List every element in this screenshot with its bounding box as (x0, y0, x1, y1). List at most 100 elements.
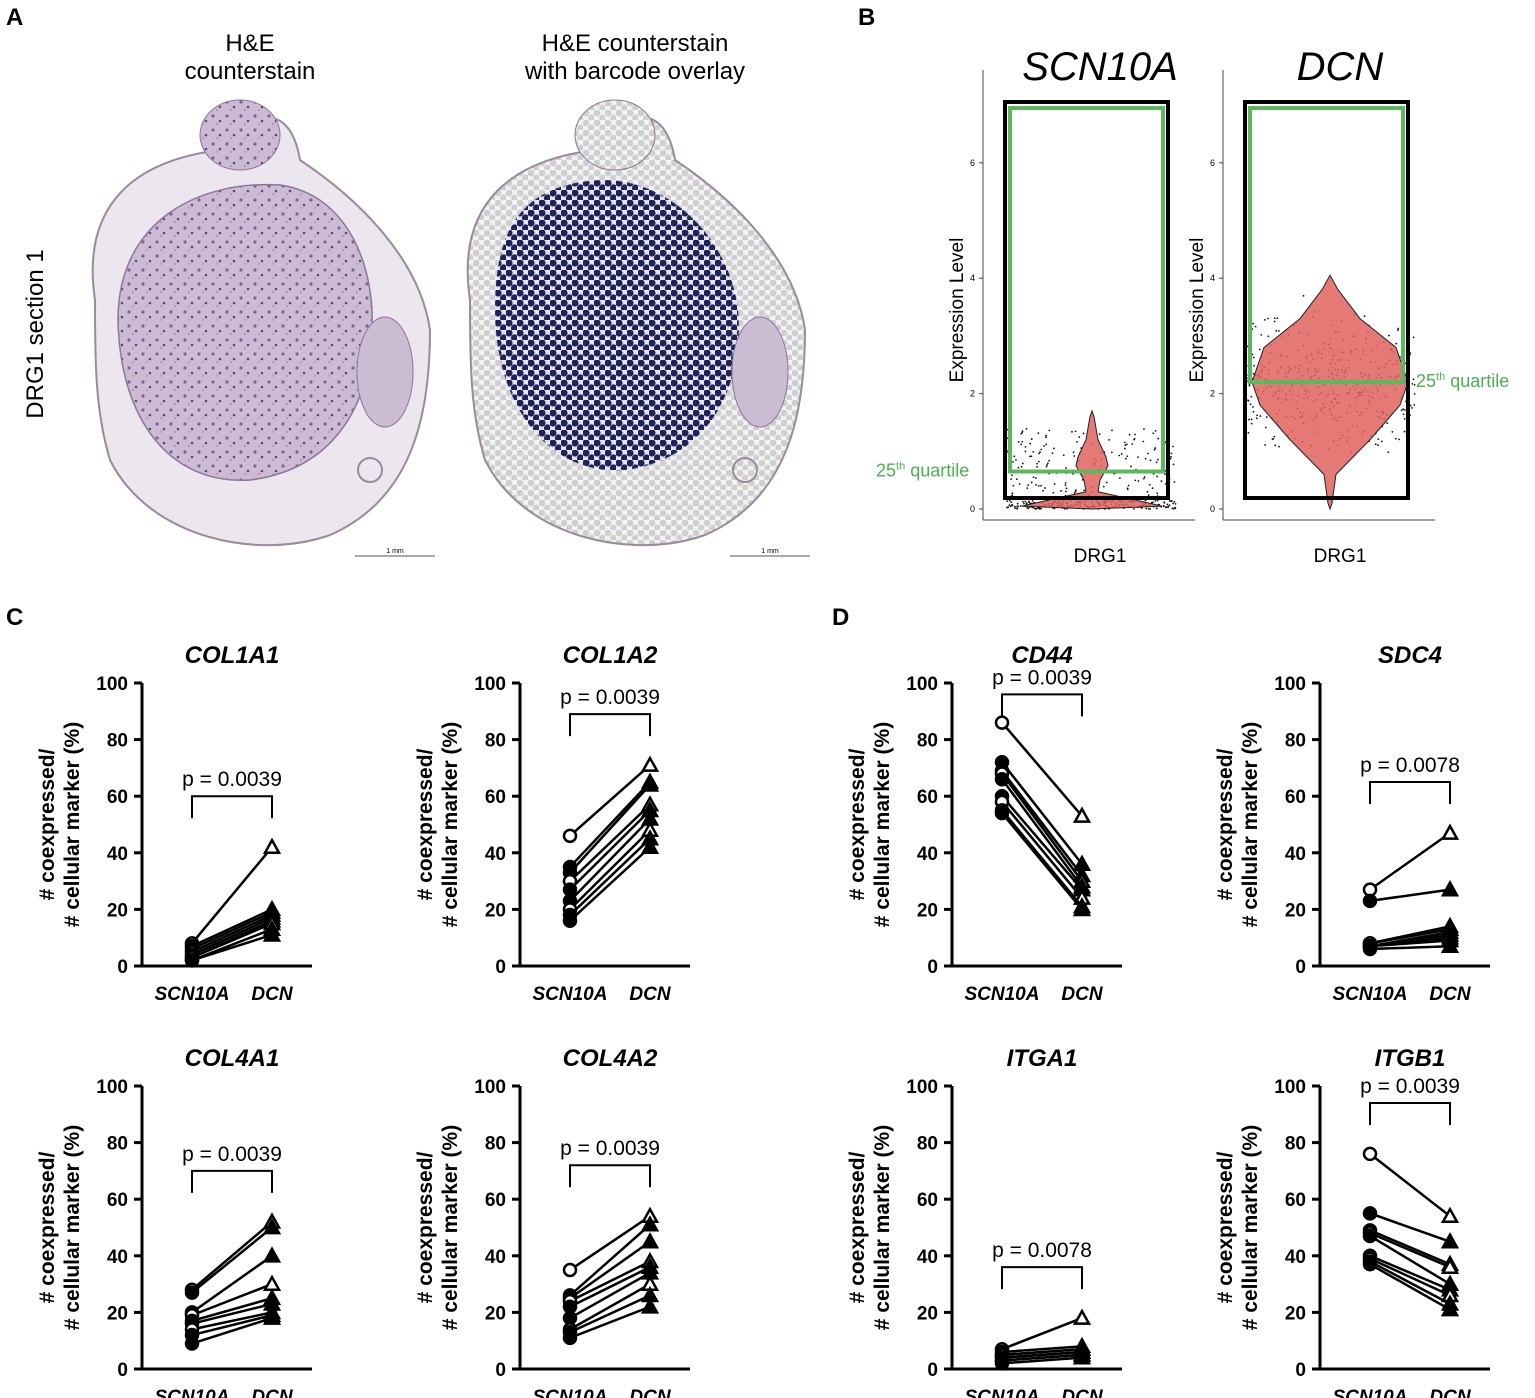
pair-line (191, 908, 273, 948)
jitter-point (1395, 342, 1398, 345)
violin-plot-dcn: 0 2 4 6 Expression Level DRG1 DCN (1187, 45, 1435, 567)
dcn-point (262, 925, 282, 942)
x-tick-label: DCN (1061, 1387, 1103, 1398)
pair-line (569, 781, 651, 868)
jitter-point (1172, 507, 1175, 510)
jitter-point (1134, 479, 1137, 482)
jitter-point (1143, 477, 1145, 480)
y-tick-label: 40 (485, 1247, 506, 1268)
paired-plot-col4a1: COL4A1 0 20 40 60 80 100 # coexpressed/# cellul… (36, 1045, 312, 1398)
pair-line (1001, 1345, 1083, 1354)
x-tick-label: DCN (1429, 1387, 1471, 1398)
y-label-line1: # coexpressed/ (36, 1151, 59, 1303)
jitter-point (1252, 356, 1255, 359)
jitter-point (1387, 451, 1390, 454)
y-tick-label: 60 (107, 1190, 128, 1211)
pair-line (191, 922, 273, 959)
violin-shape (1251, 274, 1409, 511)
he-title-line1: H&E (225, 30, 275, 57)
jitter-point (1062, 454, 1065, 457)
quartile-number: 25 (1416, 371, 1436, 391)
jitter-point (1128, 433, 1131, 436)
jitter-point (1172, 445, 1174, 448)
violin-y-tick-label: 2 (1210, 389, 1215, 399)
jitter-point (1147, 507, 1150, 510)
jitter-point (1025, 427, 1028, 430)
jitter-point (1174, 502, 1177, 505)
he-title-line2: counterstain (184, 58, 316, 85)
jitter-point (1151, 487, 1154, 490)
jitter-point (1267, 317, 1269, 320)
jitter-point (1006, 450, 1009, 453)
panel-letter-d: D (832, 604, 850, 631)
p-value-label: p = 0.0078 (992, 1239, 1092, 1262)
jitter-point (1044, 487, 1046, 489)
jitter-point (1388, 334, 1390, 337)
pair-line (191, 913, 273, 953)
tissue-images: 1 mm 1 mm (91, 99, 810, 557)
jitter-point (1391, 430, 1394, 433)
y-label-line1: # coexpressed/ (846, 1151, 869, 1303)
jitter-point (1156, 499, 1159, 502)
jitter-point (1131, 443, 1134, 445)
jitter-point (1078, 436, 1081, 438)
pair-line (1369, 927, 1451, 945)
dcn-point (640, 755, 660, 772)
pair-line (1369, 939, 1451, 948)
x-tick-label: DCN (251, 1387, 293, 1398)
scn10a-point (1362, 1206, 1378, 1221)
jitter-point (1264, 426, 1267, 429)
jitter-point (1045, 434, 1047, 437)
jitter-point (1008, 504, 1011, 507)
jitter-point (1172, 463, 1175, 466)
y-tick-label: 0 (1295, 1360, 1306, 1381)
jitter-point (1256, 414, 1258, 417)
pair-line (1001, 721, 1083, 817)
scn10a-point (562, 1330, 578, 1346)
y-tick-label: 0 (1295, 957, 1306, 978)
y-tick-label: 40 (107, 1247, 128, 1268)
y-tick-label: 80 (917, 731, 938, 752)
y-tick-label: 80 (107, 1134, 128, 1155)
pair-line (1000, 778, 1084, 888)
scn10a-point (994, 805, 1010, 821)
quartile-superscript: th (1436, 371, 1445, 383)
pair-line (1001, 761, 1083, 865)
jitter-point (1397, 329, 1399, 331)
jitter-point (1048, 429, 1051, 432)
jitter-point (1038, 452, 1040, 455)
violin-shape (1021, 409, 1163, 510)
pair-line (191, 1311, 273, 1331)
scn10a-point (562, 913, 578, 928)
jitter-point (1156, 458, 1159, 461)
scn10a-point (184, 953, 200, 968)
y-tick-label: 100 (906, 1077, 938, 1098)
jitter-point (1403, 430, 1406, 433)
pair-line (191, 1316, 273, 1345)
jitter-point (1164, 473, 1167, 475)
jitter-point (1276, 317, 1279, 319)
y-tick-label: 20 (485, 1303, 506, 1324)
paired-plot-col4a2: COL4A2 0 20 40 60 80 100 # coexpressed/# cellul… (414, 1045, 690, 1398)
p-value-label: p = 0.0078 (1360, 754, 1460, 777)
y-tick-label: 80 (107, 731, 128, 752)
jitter-point (1014, 505, 1016, 508)
violin-y-label: Expression Level (1187, 238, 1208, 383)
violin-x-label: DRG1 (1314, 546, 1367, 567)
pair-line (191, 1226, 273, 1294)
y-tick-label: 60 (917, 1190, 938, 1211)
y-tick-label: 40 (1285, 1247, 1306, 1268)
jitter-point (1048, 459, 1051, 462)
jitter-point (1074, 489, 1077, 492)
jitter-point (1380, 440, 1383, 443)
jitter-point (1166, 503, 1169, 506)
y-label-line2: # cellular marker (%) (871, 722, 894, 927)
dcn-point (640, 1297, 660, 1314)
y-label-line1: # coexpressed/ (846, 748, 869, 900)
jitter-point (1011, 494, 1014, 497)
pair-line (569, 1271, 651, 1320)
violin-plots: 0 2 4 6 Expression Level DRG1 SCN10A 0 2 4 6 Expres… (876, 45, 1509, 567)
violin-y-tick-label: 4 (1210, 273, 1215, 283)
y-tick-label: 40 (917, 1247, 938, 1268)
